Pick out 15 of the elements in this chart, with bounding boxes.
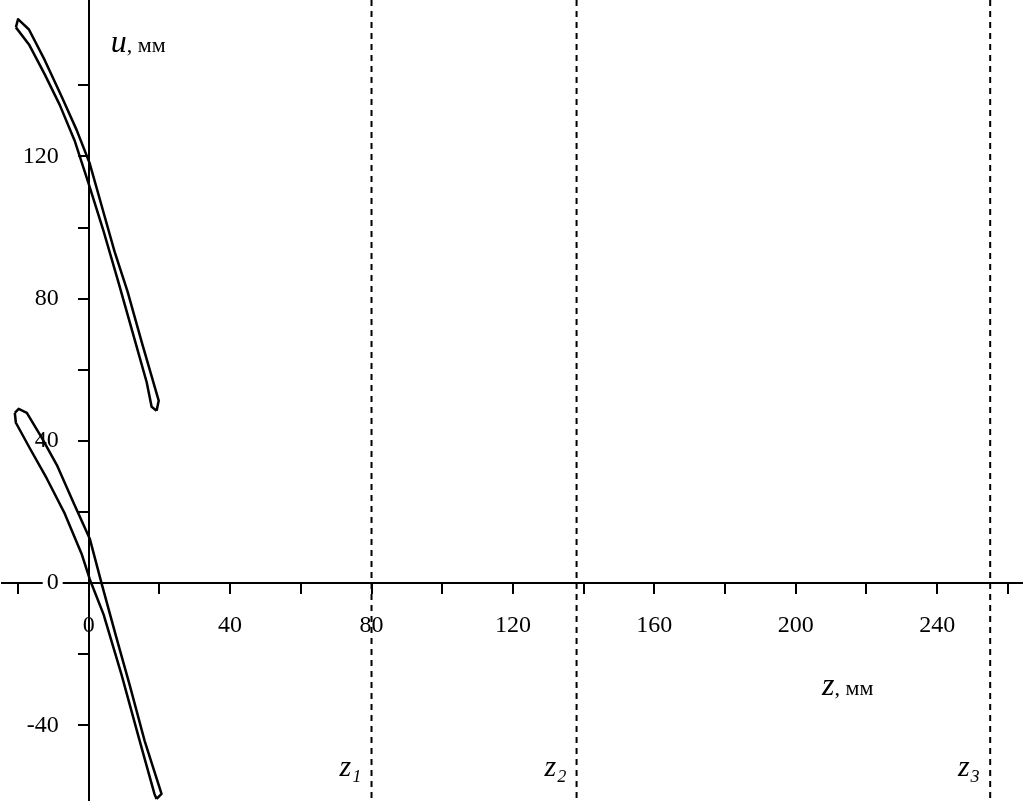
x-axis-title: z, мм [821, 666, 874, 703]
x-tick-label: 80 [359, 610, 384, 637]
x-tick-label: 160 [636, 610, 673, 637]
ref-line-label: z₂ [543, 749, 567, 782]
x-tick-label: 120 [494, 610, 531, 637]
x-tick-label: 240 [919, 610, 956, 637]
y-tick-label: 120 [22, 141, 59, 168]
y-tick-label: -40 [26, 710, 59, 737]
x-tick-label: 200 [777, 610, 814, 637]
x-tick-label: 40 [218, 610, 243, 637]
ref-line-label: z₁ [338, 749, 362, 782]
y-tick-label: 0 [46, 568, 59, 595]
y-tick-label: 80 [34, 283, 59, 310]
y-axis-title: u, мм [110, 23, 166, 59]
ref-line-label: z₃ [957, 749, 981, 782]
